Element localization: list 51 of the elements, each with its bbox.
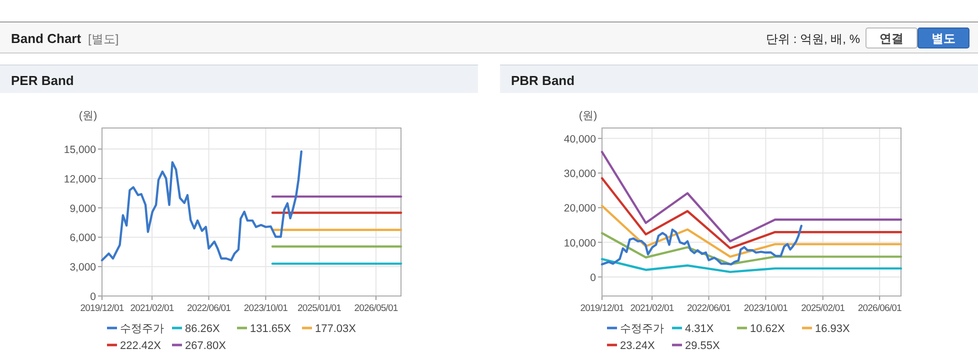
x-tick-label: 2021/02/01 [130,303,174,314]
x-tick-label: 2026/06/01 [858,303,902,314]
text: [별도] [88,32,119,46]
legend-label: 86.26X [185,323,221,335]
chart-title: PBR Band [511,73,575,88]
legend-label: 16.93X [815,323,851,335]
legend-label: 수정주가 [620,323,664,335]
x-tick-label: 2025/02/01 [801,303,845,314]
y-tick-label: 12,000 [64,173,96,186]
y-axis-title: (원) [578,110,598,122]
x-tick-label: 2019/12/01 [80,303,124,314]
x-tick-label: 2025/01/01 [297,303,342,314]
legend-label: 10.62X [750,323,786,335]
x-tick-label: 2022/06/01 [186,303,231,314]
y-tick-label: 3,000 [70,262,96,274]
legend-label: 수정주가 [120,323,164,335]
x-tick-label: 2022/06/01 [686,303,731,314]
x-tick-label: 2026/05/01 [354,303,398,314]
line-series [600,232,902,266]
legend-label: 267.80X [185,340,227,352]
legend-label: 29.55X [685,340,721,352]
y-axis-title: (원) [78,110,98,122]
y-tick-label: 9,000 [70,202,96,215]
text: Band Chart [11,31,82,46]
x-tick-label: 2019/12/01 [580,303,624,314]
line-series [600,224,802,266]
legend-label: 4.31X [685,323,714,335]
y-tick-label: 6,000 [70,232,96,244]
y-tick-label: 40,000 [564,133,596,146]
y-tick-label: 10,000 [564,237,596,250]
legend-label: 131.65X [250,323,292,335]
y-tick-label: 20,000 [564,202,596,215]
legend-label: 177.03X [315,323,357,335]
text: 연결 [880,32,904,46]
line-series [600,204,902,258]
y-tick-label: 15,000 [64,144,96,156]
y-tick-label: 0 [90,291,96,303]
line-series [100,150,302,262]
line-series [600,150,902,242]
line-series [600,258,902,274]
chart-title: PER Band [11,73,74,88]
text: 별도 [932,32,956,46]
x-tick-label: 2021/02/01 [630,303,674,314]
y-tick-label: 30,000 [564,168,596,180]
line-series [600,177,902,250]
x-tick-label: 2023/10/01 [244,303,288,314]
y-tick-label: 0 [590,272,596,284]
text: 단위 : 억원, 배, % [766,32,860,46]
legend-label: 222.42X [120,340,162,352]
legend-label: 23.24X [620,340,656,352]
x-tick-label: 2023/10/01 [744,303,788,314]
